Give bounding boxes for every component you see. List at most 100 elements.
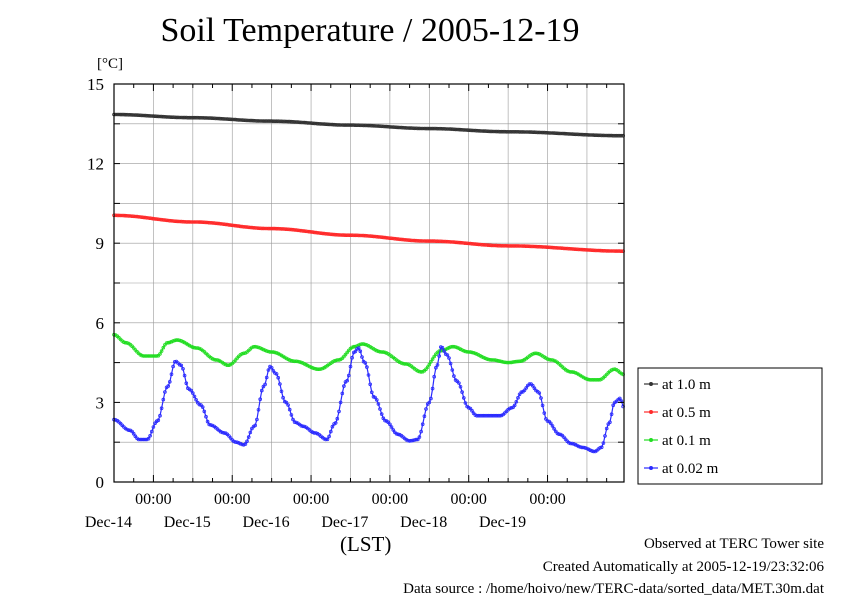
data-point	[460, 348, 464, 352]
data-point	[407, 238, 412, 243]
data-point	[460, 390, 464, 394]
data-point	[417, 369, 422, 374]
data-point	[297, 228, 302, 233]
x-tick-time-label: 00:00	[450, 491, 486, 508]
data-point	[373, 395, 377, 400]
data-point	[327, 434, 331, 439]
data-point	[338, 400, 343, 405]
data-point	[369, 390, 374, 395]
data-point	[512, 403, 517, 408]
data-point	[335, 416, 340, 421]
data-point	[245, 439, 249, 444]
data-point	[445, 127, 450, 131]
data-point	[593, 248, 597, 253]
data-point	[361, 233, 366, 238]
data-point	[450, 344, 455, 349]
data-point	[153, 354, 157, 358]
footer-created: Created Automatically at 2005-12-19/23:3…	[542, 559, 824, 575]
data-point	[202, 116, 207, 120]
data-point	[328, 232, 333, 237]
data-point	[525, 244, 530, 249]
data-point	[506, 244, 510, 248]
data-point	[534, 351, 538, 356]
data-point	[581, 132, 586, 137]
data-point	[241, 225, 246, 229]
data-point	[576, 132, 581, 137]
x-tick-date-label: Dec-19	[479, 514, 526, 531]
data-point	[414, 126, 419, 131]
data-point	[404, 362, 409, 366]
data-point	[131, 113, 136, 117]
data-point	[409, 438, 414, 443]
data-point	[379, 350, 384, 354]
data-point	[317, 231, 322, 235]
data-point	[125, 341, 129, 345]
data-point	[586, 133, 591, 137]
data-point	[173, 359, 177, 364]
data-point	[466, 241, 471, 246]
footer-data-source: Data source : /home/hoivo/new/TERC-data/…	[403, 581, 824, 597]
data-point	[491, 129, 496, 134]
data-point	[199, 220, 203, 224]
data-point	[392, 125, 397, 129]
data-point	[447, 127, 451, 131]
data-point	[182, 373, 187, 378]
data-point	[322, 231, 327, 236]
data-point	[473, 242, 478, 246]
data-point	[125, 427, 129, 432]
data-point	[504, 130, 509, 134]
data-point	[366, 123, 371, 128]
data-point	[241, 351, 246, 356]
data-point	[557, 246, 561, 250]
data-point	[363, 233, 368, 238]
data-point	[401, 125, 405, 130]
data-point	[540, 130, 545, 135]
data-point	[348, 233, 353, 238]
data-point	[210, 116, 215, 120]
data-point	[345, 123, 350, 127]
data-point	[601, 133, 606, 138]
data-point	[488, 357, 492, 362]
data-point	[496, 358, 501, 363]
data-point	[286, 403, 290, 407]
data-point	[238, 224, 243, 229]
data-point	[212, 221, 217, 225]
data-point	[489, 358, 494, 362]
data-point	[443, 239, 448, 244]
data-point	[498, 413, 502, 418]
data-point	[599, 133, 604, 138]
data-point	[141, 113, 146, 118]
data-point	[314, 367, 318, 371]
data-point	[424, 126, 428, 131]
data-point	[140, 437, 144, 442]
data-point	[191, 115, 195, 120]
data-point	[128, 113, 133, 117]
data-point	[617, 396, 622, 401]
data-point	[427, 362, 432, 367]
data-point	[613, 133, 617, 138]
data-point	[133, 214, 138, 219]
data-point	[537, 391, 542, 395]
data-point	[424, 407, 428, 411]
data-point	[328, 429, 333, 434]
data-point	[255, 345, 259, 349]
data-point	[222, 431, 226, 435]
data-point	[535, 244, 540, 249]
data-point	[585, 133, 589, 137]
data-point	[253, 119, 258, 123]
data-point	[619, 249, 624, 254]
data-point	[168, 379, 172, 384]
data-point	[588, 377, 592, 382]
data-point	[256, 345, 261, 350]
data-point	[604, 426, 609, 431]
data-point	[378, 235, 382, 239]
data-point	[407, 439, 412, 443]
data-point	[494, 129, 499, 134]
data-point	[269, 365, 274, 370]
data-point	[261, 347, 266, 352]
data-point	[294, 228, 299, 232]
data-point	[596, 248, 601, 253]
data-point	[310, 121, 315, 126]
data-point	[366, 234, 371, 238]
data-point	[166, 384, 171, 388]
